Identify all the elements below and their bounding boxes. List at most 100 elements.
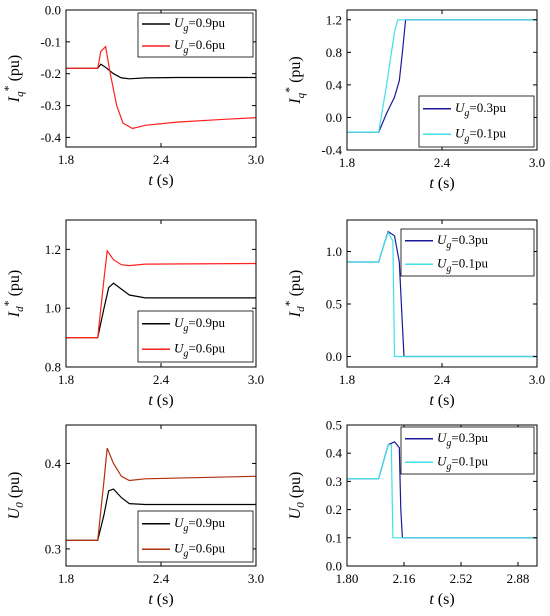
x-label-unit: (s) xyxy=(153,591,174,608)
plot-frame xyxy=(346,424,538,567)
y-label-star: * xyxy=(1,85,15,91)
y-tick-label: -0.2 xyxy=(40,66,61,81)
series-line-2 xyxy=(66,249,256,339)
x-tick-label: 1.8 xyxy=(58,372,74,387)
legend-subscript: g xyxy=(183,23,188,34)
y-tick-label: 0.5 xyxy=(326,297,342,312)
series-line-1 xyxy=(66,63,256,80)
chart-panel-1: 1.8 2.4 3.0 0.0 -0.1 -0.2 -0.3 -0.4 t (s) Iq* (pu… xyxy=(1,3,264,190)
x-tick-label: 2.16 xyxy=(393,571,416,586)
x-axis-label: t (s) xyxy=(429,392,454,409)
x-label-unit: (s) xyxy=(434,175,455,192)
y-tick-label: 0.0 xyxy=(326,110,342,125)
legend-label: Ug=0.3pu xyxy=(437,430,488,449)
legend-value: =0.6pu xyxy=(188,540,225,555)
y-tick-label: 0.5 xyxy=(326,418,342,433)
legend-symbol: U xyxy=(437,430,448,445)
y-tick-label: 1.2 xyxy=(326,12,342,27)
legend-box xyxy=(137,310,254,363)
legend-label: Ug=0.9pu xyxy=(174,515,225,534)
y-label-symbol: U xyxy=(6,506,23,519)
legend-subscript: g xyxy=(183,323,188,334)
legend-label: Ug=0.3pu xyxy=(437,232,488,251)
x-label-symbol: t xyxy=(429,175,434,192)
x-tick-label: 3.0 xyxy=(529,155,545,170)
legend-label: Ug=0.3pu xyxy=(455,100,506,119)
x-tick-label: 1.8 xyxy=(339,372,355,387)
y-label-subscript: 0 xyxy=(14,502,26,508)
y-label-symbol: I xyxy=(287,98,304,105)
y-label-subscript: 0 xyxy=(295,502,307,508)
y-label-subscript: d xyxy=(295,306,307,312)
x-tick-label: 2.88 xyxy=(507,571,530,586)
x-tick-label: 3.0 xyxy=(248,571,264,586)
chart-panel-3: 1.8 2.4 3.01.21.00.8t (s)Id* (pu)Ug=0.9puU… xyxy=(1,219,264,409)
y-tick-label: 0.3 xyxy=(326,474,342,489)
legend-value: =0.6pu xyxy=(188,37,225,52)
chart-panel-4: 1.8 2.4 3.01.00.50.0t (s)Id* (pu)Ug=0.3puU… xyxy=(282,219,545,409)
legend-value: =0.9pu xyxy=(188,315,225,330)
series-line-2 xyxy=(347,19,537,133)
series-line-1 xyxy=(66,282,256,339)
legend-value: =0.3pu xyxy=(451,430,488,445)
x-label-symbol: t xyxy=(148,172,153,189)
legend-subscript: g xyxy=(446,438,451,449)
legend-subscript: g xyxy=(446,461,451,472)
y-label-subscript: q xyxy=(295,92,307,98)
x-tick-label: 1.80 xyxy=(336,571,359,586)
legend-subscript: g xyxy=(446,263,451,274)
legend-value: =0.1pu xyxy=(451,255,488,270)
y-label-subscript: q xyxy=(14,91,26,97)
x-label-symbol: t xyxy=(148,392,153,409)
x-axis-label: t (s) xyxy=(429,591,454,608)
legend-label: Ug=0.1pu xyxy=(437,453,488,472)
legend-symbol: U xyxy=(174,15,185,30)
x-label-unit: (s) xyxy=(434,591,455,608)
y-label-unit: (pu) xyxy=(287,472,304,503)
x-tick-label: 3.0 xyxy=(248,152,264,167)
y-tick-label: 0.3 xyxy=(45,541,61,556)
chart-panel-2: 1.8 2.4 3.0 1.2 0.8 0.4 0.0 -0.4 t (s) Iq* (pu) Ug… xyxy=(282,9,545,192)
legend-label: Ug=0.1pu xyxy=(455,125,506,144)
y-label-subscript: d xyxy=(14,306,26,312)
y-tick-label: 0.4 xyxy=(45,456,62,471)
y-axis-label: Id* (pu) xyxy=(282,270,307,318)
x-tick-label: 2.4 xyxy=(434,155,451,170)
legend-subscript: g xyxy=(183,348,188,359)
legend-symbol: U xyxy=(174,540,185,555)
y-tick-label: 0.4 xyxy=(326,77,343,92)
y-axis-label: Id* (pu) xyxy=(1,270,26,318)
y-label-unit: (pu) xyxy=(6,472,23,503)
series-line-1 xyxy=(347,19,537,133)
y-axis-label: Iq* (pu) xyxy=(1,55,26,103)
y-tick-label: 1.0 xyxy=(45,301,61,316)
legend-subscript: g xyxy=(464,108,469,119)
legend-value: =0.9pu xyxy=(188,515,225,530)
legend-value: =0.1pu xyxy=(469,125,506,140)
x-label-symbol: t xyxy=(429,392,434,409)
series-line-2 xyxy=(347,444,537,539)
x-tick-label: 2.52 xyxy=(450,571,473,586)
legend-symbol: U xyxy=(455,125,466,140)
legend-label: Ug=0.6pu xyxy=(174,540,225,559)
legend-label: Ug=0.6pu xyxy=(174,37,225,56)
series-line-2 xyxy=(66,447,256,542)
legend-value: =0.3pu xyxy=(451,232,488,247)
y-axis-label: U0 (pu) xyxy=(287,472,307,520)
y-tick-label: 0.8 xyxy=(326,45,342,60)
y-label-unit: (pu) xyxy=(287,270,304,301)
x-label-unit: (s) xyxy=(434,392,455,409)
x-label-unit: (s) xyxy=(153,172,174,189)
y-tick-label: 0.0 xyxy=(326,349,342,364)
legend-subscript: g xyxy=(183,548,188,559)
series-line-2 xyxy=(66,45,256,130)
y-label-symbol: U xyxy=(287,506,304,519)
legend-label: Ug=0.9pu xyxy=(174,315,225,334)
series-line-2 xyxy=(347,231,537,358)
legend-box xyxy=(418,95,535,148)
y-label-unit: (pu) xyxy=(6,55,23,86)
legend-subscript: g xyxy=(183,45,188,56)
y-tick-label: 0.4 xyxy=(326,446,343,461)
